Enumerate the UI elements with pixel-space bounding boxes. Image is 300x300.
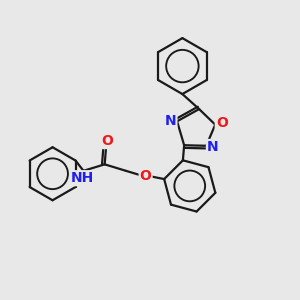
- Text: O: O: [140, 169, 152, 182]
- Text: N: N: [165, 114, 176, 128]
- Text: O: O: [216, 116, 228, 130]
- Text: O: O: [101, 134, 113, 148]
- Text: NH: NH: [71, 171, 94, 185]
- Text: N: N: [207, 140, 218, 154]
